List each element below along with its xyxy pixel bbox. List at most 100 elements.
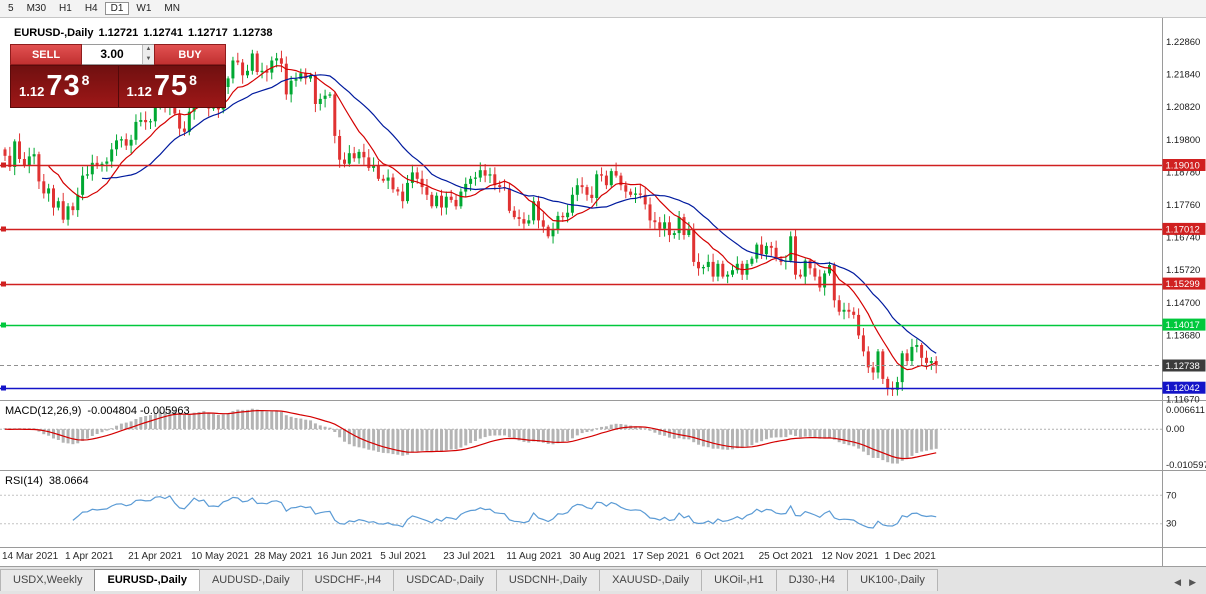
chart-tab-ukoil-h1[interactable]: UKOil-,H1 <box>701 569 777 591</box>
svg-text:0.006611: 0.006611 <box>1166 405 1205 416</box>
svg-text:1.17012: 1.17012 <box>1166 224 1200 235</box>
svg-text:10 May 2021: 10 May 2021 <box>191 551 249 562</box>
price-scale[interactable]: 1.22860 1.21840 1.20820 1.19800 1.18780 1.177… <box>1162 18 1206 566</box>
rsi-panel <box>0 494 1162 529</box>
ohlc-close: 1.12738 <box>232 27 273 39</box>
svg-text:1.19800: 1.19800 <box>1166 135 1200 146</box>
price-chart-canvas[interactable]: 1.22860 1.21840 1.20820 1.19800 1.18780 1.177… <box>0 18 1206 566</box>
svg-text:1.15299: 1.15299 <box>1166 279 1200 290</box>
volume-up-icon[interactable]: ▲ <box>143 45 154 55</box>
chart-tab-usdcad-daily[interactable]: USDCAD-,Daily <box>393 569 497 591</box>
svg-text:1.19010: 1.19010 <box>1166 161 1200 172</box>
chart-tab-usdchf-h4[interactable]: USDCHF-,H4 <box>301 569 395 591</box>
date-axis[interactable]: 14 Mar 2021 1 Apr 2021 21 Apr 2021 10 May 2… <box>2 551 936 562</box>
svg-text:1.20820: 1.20820 <box>1166 102 1200 113</box>
chart-tab-audusd-daily[interactable]: AUDUSD-,Daily <box>198 569 303 591</box>
buy-button[interactable]: BUY <box>154 44 226 65</box>
svg-text:1.11670: 1.11670 <box>1166 395 1200 406</box>
level-handle <box>1 226 6 232</box>
level-handle <box>1 281 6 287</box>
svg-text:14 Mar 2021: 14 Mar 2021 <box>2 551 59 562</box>
moving-average-lines <box>48 65 937 371</box>
timeframe-5[interactable]: 5 <box>8 3 14 14</box>
svg-text:-0.010597: -0.010597 <box>1166 460 1206 471</box>
chart-tab-eurusd-daily[interactable]: EURUSD-,Daily <box>94 569 200 591</box>
level-handle <box>1 322 6 328</box>
svg-text:1.13680: 1.13680 <box>1166 330 1200 341</box>
level-price-badge <box>1162 159 1206 171</box>
level-price-badge <box>1162 277 1206 290</box>
macd-panel <box>0 408 1162 464</box>
svg-text:25 Oct 2021: 25 Oct 2021 <box>759 551 814 562</box>
svg-text:11 Aug 2021: 11 Aug 2021 <box>506 551 562 562</box>
sell-button[interactable]: SELL <box>10 44 82 65</box>
svg-text:28 May 2021: 28 May 2021 <box>254 551 312 562</box>
svg-text:23 Jul 2021: 23 Jul 2021 <box>443 551 495 562</box>
svg-text:1.14700: 1.14700 <box>1166 298 1200 309</box>
svg-text:1.16740: 1.16740 <box>1166 233 1200 244</box>
chart-tab-usdx-weekly[interactable]: USDX,Weekly <box>0 569 96 591</box>
volume-value[interactable]: 3.00 <box>100 47 124 61</box>
macd-title: MACD(12,26,9) <box>5 405 82 417</box>
svg-text:30: 30 <box>1166 519 1177 530</box>
timeframe-toolbar: 5 M30 H1 H4 D1 W1 MN <box>0 0 1206 18</box>
chart-ohlc-header: EURUSD-,Daily 1.12721 1.12741 1.12717 1.1273… <box>14 27 278 39</box>
horizontal-level-lines[interactable] <box>0 162 1162 391</box>
svg-text:1.21840: 1.21840 <box>1166 70 1200 81</box>
buy-price[interactable]: 1.12 75 8 <box>119 66 226 107</box>
chart-symbol-label: EURUSD-,Daily <box>14 27 94 39</box>
timeframe-w1[interactable]: W1 <box>136 3 152 14</box>
level-handle <box>1 162 6 168</box>
buy-price-pip: 8 <box>189 71 197 88</box>
svg-text:1.15720: 1.15720 <box>1166 265 1200 276</box>
bid-ask-panel: 1.12 73 8 1.12 75 8 <box>10 65 226 108</box>
sell-price-big: 73 <box>46 70 81 102</box>
svg-text:30 Aug 2021: 30 Aug 2021 <box>569 551 626 562</box>
chart-tab-uk100-daily[interactable]: UK100-,Daily <box>847 569 938 591</box>
svg-text:12 Nov 2021: 12 Nov 2021 <box>822 551 879 562</box>
svg-text:1.14017: 1.14017 <box>1166 320 1200 331</box>
chart-tab-usdcnh-daily[interactable]: USDCNH-,Daily <box>495 569 601 591</box>
volume-spinner: ▲ ▼ <box>142 45 154 64</box>
svg-text:21 Apr 2021: 21 Apr 2021 <box>128 551 182 562</box>
svg-text:17 Sep 2021: 17 Sep 2021 <box>633 551 690 562</box>
macd-indicator-label: MACD(12,26,9) -0.004804 -0.005963 <box>5 405 190 417</box>
ohlc-open: 1.12721 <box>98 27 139 39</box>
current-price-badge <box>1162 359 1206 372</box>
chart-tabs-bar: USDX,Weekly EURUSD-,Daily AUDUSD-,Daily USD… <box>0 566 1206 594</box>
timeframe-mn[interactable]: MN <box>164 3 180 14</box>
level-price-badge <box>1162 381 1206 394</box>
svg-text:1.12042: 1.12042 <box>1166 383 1200 394</box>
scroll-tabs-left-icon[interactable]: ◀ <box>1174 577 1182 587</box>
svg-text:1.22860: 1.22860 <box>1166 37 1200 48</box>
svg-text:70: 70 <box>1166 490 1177 501</box>
chart-tab-xauusd-daily[interactable]: XAUUSD-,Daily <box>599 569 703 591</box>
buy-price-big: 75 <box>153 70 189 102</box>
timeframe-d1[interactable]: D1 <box>104 2 130 15</box>
svg-text:16 Jun 2021: 16 Jun 2021 <box>317 551 372 562</box>
ma-21-line <box>101 74 937 354</box>
chart-tab-dj30-h4[interactable]: DJ30-,H4 <box>775 569 849 591</box>
svg-text:1.18780: 1.18780 <box>1166 167 1200 178</box>
sell-price[interactable]: 1.12 73 8 <box>11 66 119 107</box>
volume-down-icon[interactable]: ▼ <box>143 54 154 64</box>
level-handle <box>1 385 6 391</box>
ohlc-low: 1.12717 <box>188 27 228 39</box>
svg-text:1.12738: 1.12738 <box>1166 361 1200 372</box>
svg-text:1.17760: 1.17760 <box>1166 200 1200 211</box>
timeframe-m30[interactable]: M30 <box>26 3 47 14</box>
timeframe-h1[interactable]: H1 <box>59 3 72 14</box>
timeframe-h4[interactable]: H4 <box>84 3 98 14</box>
macd-signal-line <box>4 410 937 460</box>
chart-background <box>0 18 1206 566</box>
ohlc-high: 1.12741 <box>143 27 183 39</box>
ma-10-line <box>48 65 937 371</box>
scroll-tabs-right-icon[interactable]: ▶ <box>1189 577 1196 587</box>
level-price-badge <box>1162 318 1206 331</box>
volume-input[interactable]: 3.00 ▲ ▼ <box>82 44 154 65</box>
one-click-trade-panel: SELL 3.00 ▲ ▼ BUY 1.12 73 8 1.12 <box>10 44 226 108</box>
level-price-badge <box>1162 222 1206 235</box>
rsi-indicator-label: RSI(14) 38.0664 <box>5 475 89 487</box>
trade-controls-row: SELL 3.00 ▲ ▼ BUY <box>10 44 226 65</box>
